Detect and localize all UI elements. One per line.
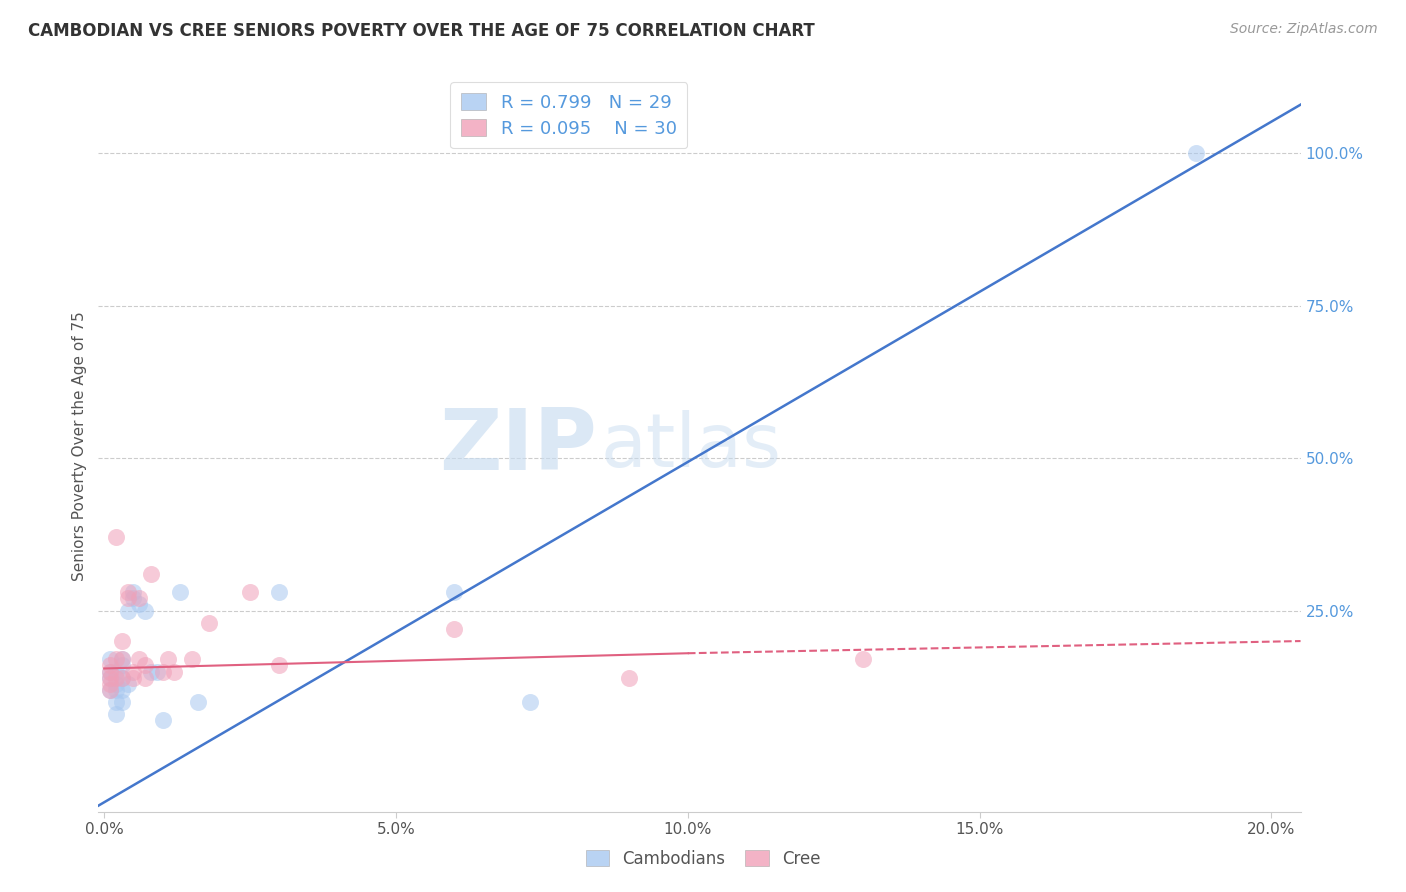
Point xyxy=(134,604,156,618)
Text: CAMBODIAN VS CREE SENIORS POVERTY OVER THE AGE OF 75 CORRELATION CHART: CAMBODIAN VS CREE SENIORS POVERTY OVER T… xyxy=(28,22,815,40)
Point xyxy=(104,665,127,679)
Point xyxy=(122,585,145,599)
Point xyxy=(111,671,134,685)
Point xyxy=(187,695,209,709)
Point xyxy=(443,585,465,599)
Point xyxy=(98,665,121,679)
Point xyxy=(128,591,150,606)
Point xyxy=(117,604,139,618)
Point xyxy=(128,652,150,666)
Point xyxy=(443,622,465,636)
Point xyxy=(128,598,150,612)
Point xyxy=(152,665,174,679)
Point xyxy=(169,585,191,599)
Point xyxy=(139,665,162,679)
Point xyxy=(134,671,156,685)
Point xyxy=(98,682,121,697)
Point xyxy=(98,682,121,697)
Point xyxy=(98,671,121,685)
Point xyxy=(269,585,291,599)
Point xyxy=(619,671,641,685)
Legend: Cambodians, Cree: Cambodians, Cree xyxy=(579,844,827,875)
Point xyxy=(104,676,127,690)
Point xyxy=(122,591,145,606)
Point xyxy=(104,652,127,666)
Point xyxy=(98,676,121,690)
Point xyxy=(98,671,121,685)
Point xyxy=(180,652,202,666)
Point xyxy=(104,530,127,544)
Point xyxy=(152,714,174,728)
Point xyxy=(117,585,139,599)
Point xyxy=(157,652,180,666)
Point xyxy=(111,671,134,685)
Point xyxy=(104,707,127,722)
Point xyxy=(111,652,134,666)
Point xyxy=(519,695,541,709)
Point xyxy=(104,682,127,697)
Point xyxy=(198,615,221,630)
Point xyxy=(139,567,162,582)
Point xyxy=(104,695,127,709)
Text: Source: ZipAtlas.com: Source: ZipAtlas.com xyxy=(1230,22,1378,37)
Point xyxy=(117,676,139,690)
Point xyxy=(146,665,169,679)
Point xyxy=(111,695,134,709)
Text: ZIP: ZIP xyxy=(440,404,598,488)
Point xyxy=(104,671,127,685)
Point xyxy=(111,682,134,697)
Point xyxy=(269,658,291,673)
Point xyxy=(239,585,262,599)
Point xyxy=(852,652,875,666)
Point xyxy=(163,665,186,679)
Point xyxy=(117,591,139,606)
Point xyxy=(122,665,145,679)
Point xyxy=(98,652,121,666)
Point xyxy=(134,658,156,673)
Point xyxy=(1184,146,1206,161)
Point xyxy=(111,634,134,648)
Point xyxy=(98,658,121,673)
Point xyxy=(111,658,134,673)
Point xyxy=(98,665,121,679)
Point xyxy=(122,671,145,685)
Point xyxy=(111,652,134,666)
Legend: R = 0.799   N = 29, R = 0.095    N = 30: R = 0.799 N = 29, R = 0.095 N = 30 xyxy=(450,82,688,148)
Y-axis label: Seniors Poverty Over the Age of 75: Seniors Poverty Over the Age of 75 xyxy=(72,311,87,581)
Text: atlas: atlas xyxy=(600,409,782,483)
